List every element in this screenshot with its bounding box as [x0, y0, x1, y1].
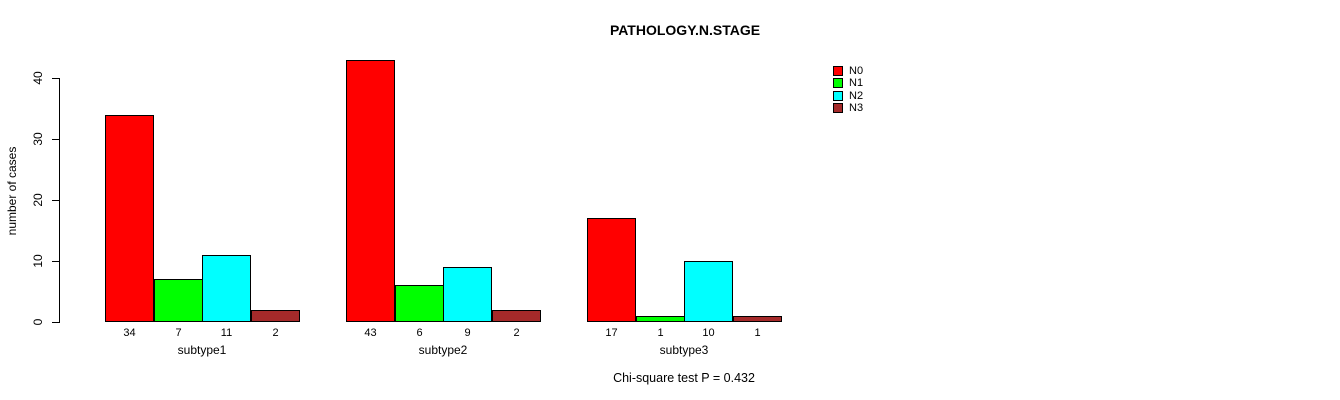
bar-value-label: 43 [364, 327, 377, 339]
y-axis-line [59, 78, 60, 323]
legend-label-N1: N1 [849, 77, 864, 89]
legend-swatch-N1 [833, 78, 843, 88]
bar-subtype1-N2 [202, 255, 251, 322]
bar-value-label: 9 [464, 327, 471, 339]
bar-subtype3-N1 [636, 316, 685, 322]
legend-label-N0: N0 [849, 65, 864, 77]
bar-value-label: 6 [416, 327, 423, 339]
bar-subtype2-N3 [492, 310, 541, 322]
bar-value-label: 1 [657, 327, 664, 339]
y-tick-mark [52, 322, 59, 323]
bar-value-label: 34 [123, 327, 136, 339]
y-tick-label: 20 [31, 193, 45, 207]
y-tick-label: 10 [31, 254, 45, 268]
legend-swatch-N0 [833, 66, 843, 76]
x-category-label: subtype3 [659, 343, 709, 357]
bar-subtype3-N0 [587, 218, 636, 322]
legend-swatch-N3 [833, 103, 843, 113]
bar-subtype3-N3 [733, 316, 782, 322]
bar-subtype2-N1 [395, 285, 444, 322]
y-tick-mark [52, 78, 59, 79]
y-tick-mark [52, 261, 59, 262]
chart-title: PATHOLOGY.N.STAGE [609, 22, 761, 38]
bar-value-label: 2 [513, 327, 520, 339]
legend-label-N2: N2 [849, 90, 864, 102]
chi-square-annotation: Chi-square test P = 0.432 [613, 371, 755, 385]
y-axis-label: number of cases [5, 146, 19, 236]
x-category-label: subtype1 [177, 343, 227, 357]
bar-value-label: 2 [272, 327, 279, 339]
y-tick-label: 30 [31, 132, 45, 146]
x-category-label: subtype2 [418, 343, 468, 357]
bar-subtype1-N0 [105, 115, 154, 322]
bar-value-label: 7 [175, 327, 182, 339]
bar-subtype2-N0 [346, 60, 395, 322]
bar-value-label: 10 [702, 327, 715, 339]
bar-value-label: 17 [605, 327, 618, 339]
bar-subtype3-N2 [684, 261, 733, 322]
bar-value-label: 1 [754, 327, 761, 339]
bar-subtype1-N1 [154, 279, 203, 322]
bar-subtype2-N2 [443, 267, 492, 322]
bar-subtype1-N3 [251, 310, 300, 322]
y-tick-label: 0 [31, 318, 45, 326]
y-tick-mark [52, 139, 59, 140]
legend-label-N3: N3 [849, 102, 864, 114]
legend-swatch-N2 [833, 91, 843, 101]
bar-value-label: 11 [220, 327, 233, 339]
y-tick-mark [52, 200, 59, 201]
y-tick-label: 40 [31, 71, 45, 85]
